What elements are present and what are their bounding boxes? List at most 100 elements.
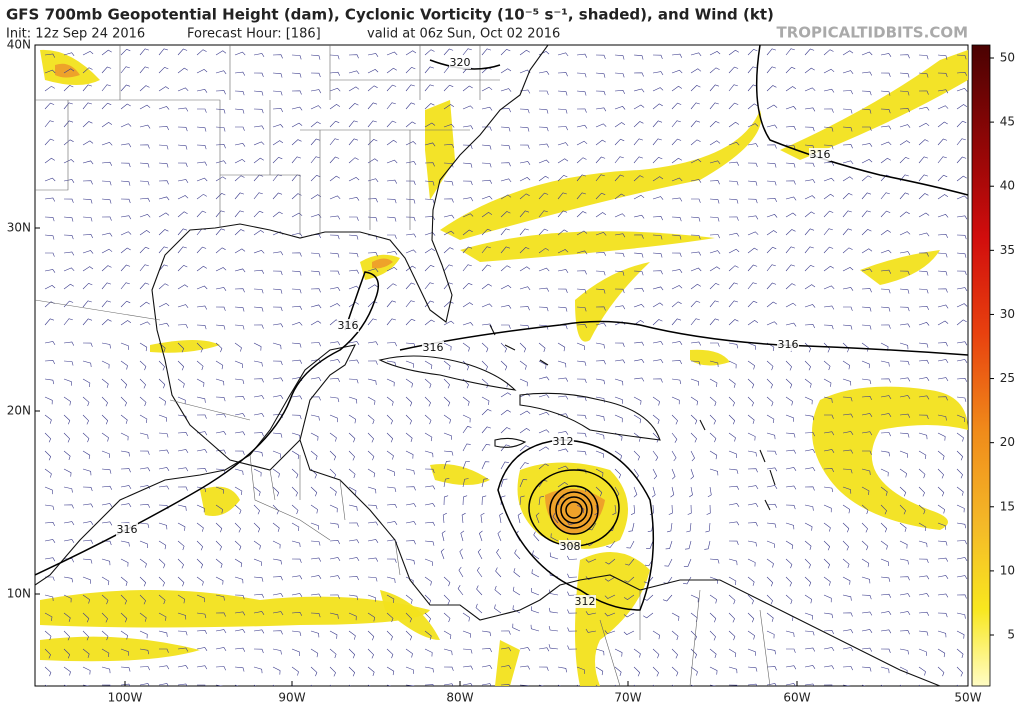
wind-barb [614,106,626,110]
wind-barb [538,228,549,236]
wind-barb [538,159,550,164]
wind-barb [956,540,967,545]
wind-barb [253,666,263,674]
wind-barb [481,630,492,637]
wind-barb [842,378,852,386]
wind-barb [576,157,587,164]
wind-barb [367,360,378,365]
wind-barb [766,85,777,92]
wind-barb [177,284,189,290]
wind-barb [405,378,413,388]
wind-barb [310,432,319,441]
wind-barb [567,645,578,650]
wind-barb [101,342,111,349]
wind-barb [956,104,968,110]
wind-barb [139,342,148,352]
wind-barb [823,468,834,473]
wind-barb [367,178,379,183]
wind-barb [880,141,892,146]
wind-barb [158,283,169,290]
colorbar-label: 20 [1000,435,1015,449]
wind-barb [120,247,131,254]
wind-barb [937,414,947,421]
wind-barb [215,267,227,272]
wind-barb [348,594,359,601]
wind-barb [652,341,664,346]
wind-barb [671,269,683,273]
wind-barb [956,156,967,164]
wind-barb [785,86,797,92]
wind-barb [671,414,678,425]
wind-barb [633,72,644,77]
wind-barb [272,192,283,200]
wind-barb [538,666,549,671]
wind-barb [158,48,168,56]
wind-barb [120,648,129,656]
wind-barb [728,282,738,290]
wind-barb [329,175,340,182]
wind-barb [443,460,451,470]
wind-barb [785,504,796,510]
wind-barb [177,683,188,686]
wind-barb [880,413,892,418]
wind-barb [348,666,356,677]
wind-barb [804,467,816,472]
wind-barb [728,576,737,586]
wind-barb [595,72,606,78]
wind-barb [785,665,797,670]
wind-barb [576,174,586,182]
wind-barb [538,342,546,352]
wind-barb [652,103,663,110]
wind-barb [709,414,716,425]
wind-barb [177,396,186,405]
wind-barb [710,342,720,347]
wind-barb [497,530,502,542]
wind-barb [918,611,930,616]
wind-barb [120,360,128,370]
wind-barb [823,594,832,603]
wind-barb [956,54,967,60]
wind-barb [842,160,854,165]
wind-barb [310,575,322,579]
wind-barb [386,250,398,255]
wind-barb [842,629,854,634]
wind-barb [709,396,717,407]
wind-barb [519,89,531,94]
wind-barb [880,450,890,457]
wind-barb [880,210,891,218]
wind-barb [196,126,207,132]
wind-barb [728,666,738,674]
wind-barb [424,122,436,128]
wind-barb [728,378,736,388]
wind-barb [614,288,625,294]
wind-barb [918,558,929,564]
wind-barb [956,594,967,599]
wind-barb [82,300,92,308]
wind-barb [367,594,376,602]
wind-barb [766,360,774,371]
wind-barb [158,414,167,422]
wind-barb [348,378,359,384]
wind-barb [576,288,587,294]
wind-barb [424,432,433,442]
wind-barb [595,270,606,276]
wind-barb [44,341,56,346]
wind-barb [899,540,908,549]
wind-barb [861,51,873,56]
wind-barb [633,270,644,276]
wind-barb [348,450,355,461]
wind-barb [386,666,395,676]
wind-barb [272,486,280,497]
wind-barb [253,378,264,383]
wind-barb [329,522,340,529]
wind-barb [177,48,188,56]
wind-barb [747,594,754,605]
wind-barb [367,85,378,92]
contour-label-bg [116,523,138,536]
wind-barb [481,144,492,150]
wind-barb [785,396,793,406]
wind-barb [291,212,303,218]
wind-barb [63,521,75,526]
wind-barb [82,234,93,239]
